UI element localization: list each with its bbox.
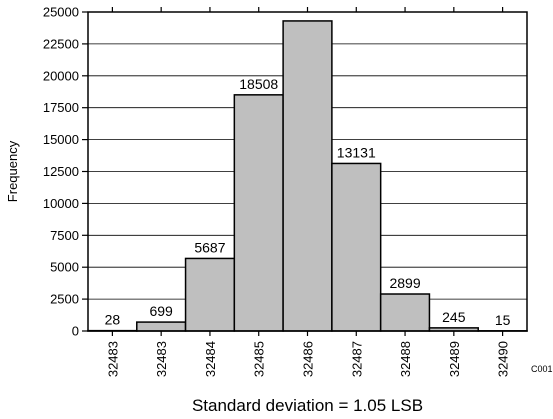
y-tick-label: 17500 — [43, 100, 79, 115]
bar — [184, 257, 236, 332]
bar — [136, 321, 187, 332]
x-tick-label: 32486 — [301, 341, 316, 377]
data-label: 5687 — [194, 239, 225, 255]
y-tick-label: 15000 — [43, 132, 79, 147]
y-tick-label: 5000 — [50, 260, 79, 275]
x-tick-label: 32483 — [105, 341, 120, 377]
x-axis-title: Standard deviation = 1.05 LSB — [192, 396, 423, 415]
bar — [233, 94, 284, 332]
data-label: 699 — [149, 303, 173, 319]
y-axis-title: Frequency — [5, 140, 20, 202]
y-tick-label: 25000 — [43, 5, 79, 20]
bar — [331, 162, 382, 332]
x-tick-labels: 32483 32483 32484 32485 32486 32487 32488 32489… — [105, 341, 510, 377]
x-tick-label: 32490 — [496, 341, 511, 377]
y-tick-label: 20000 — [43, 68, 79, 83]
bar — [379, 293, 431, 332]
y-tick-label: 10000 — [43, 196, 79, 211]
y-tick-label: 2500 — [50, 292, 79, 307]
x-tick-label: 32484 — [203, 341, 218, 377]
y-tick-label: 7500 — [50, 228, 79, 243]
data-label: 15 — [495, 312, 511, 328]
y-tick-label: 0 — [72, 324, 79, 339]
x-tick-label: 32489 — [447, 341, 462, 377]
plot-frame — [87, 11, 528, 332]
x-tick-label: 32488 — [398, 341, 413, 377]
y-tick-label: 22500 — [43, 36, 79, 51]
data-labels: 28 699 5687 18508 13131 2899 245 15 — [105, 76, 511, 328]
figure-code-label: C001 — [531, 364, 553, 374]
x-tick-label: 32483 — [154, 341, 169, 377]
x-tick-label: 32487 — [349, 341, 364, 377]
bar — [282, 20, 333, 332]
data-label: 245 — [442, 309, 466, 325]
y-tick-labels: 0 2500 5000 7500 10000 12500 15000 17500 20000 22… — [43, 5, 79, 339]
bars — [87, 20, 528, 332]
y-tick-label: 12500 — [43, 164, 79, 179]
data-label: 2899 — [389, 275, 420, 291]
data-label: 13131 — [337, 144, 376, 160]
data-label: 18508 — [239, 76, 278, 92]
data-label: 28 — [105, 312, 121, 328]
axis-ticks — [82, 7, 504, 336]
x-tick-label: 32485 — [252, 341, 267, 377]
